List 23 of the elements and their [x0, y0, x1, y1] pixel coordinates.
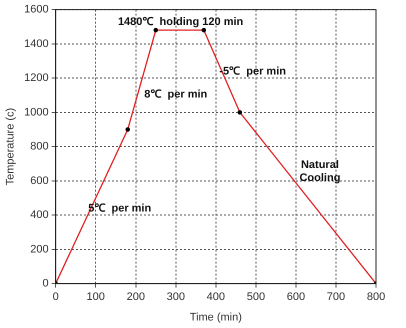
- x-tick-label: 0: [52, 291, 59, 304]
- y-axis-title: Temperature (c): [4, 108, 17, 186]
- y-tick-label: 1200: [24, 72, 49, 84]
- x-tick-label: 300: [166, 291, 185, 304]
- annotation: 8℃ per min: [144, 88, 208, 101]
- y-tick-label: 0: [42, 278, 49, 290]
- x-tick-label: 100: [86, 291, 105, 304]
- y-tick-label: 1000: [24, 106, 49, 118]
- y-tick-label: 200: [30, 243, 49, 256]
- y-tick-label: 600: [30, 174, 49, 187]
- y-tick-label: 400: [30, 209, 49, 222]
- x-tick-label: 400: [206, 291, 226, 304]
- annotation: 1480℃ holding 120 min: [118, 16, 244, 28]
- x-tick-label: 500: [246, 291, 266, 304]
- y-tick-label: 1400: [24, 38, 49, 50]
- x-tick-label: 600: [286, 291, 306, 304]
- x-axis-title: Time (min): [190, 311, 242, 324]
- y-tick-label: 1600: [24, 4, 49, 16]
- x-tick-label: 200: [126, 291, 145, 304]
- x-tick-label: 700: [326, 291, 346, 304]
- annotation: Natural Cooling: [299, 158, 340, 184]
- x-tick-label: 800: [366, 291, 386, 304]
- y-tick-label: 800: [30, 140, 49, 153]
